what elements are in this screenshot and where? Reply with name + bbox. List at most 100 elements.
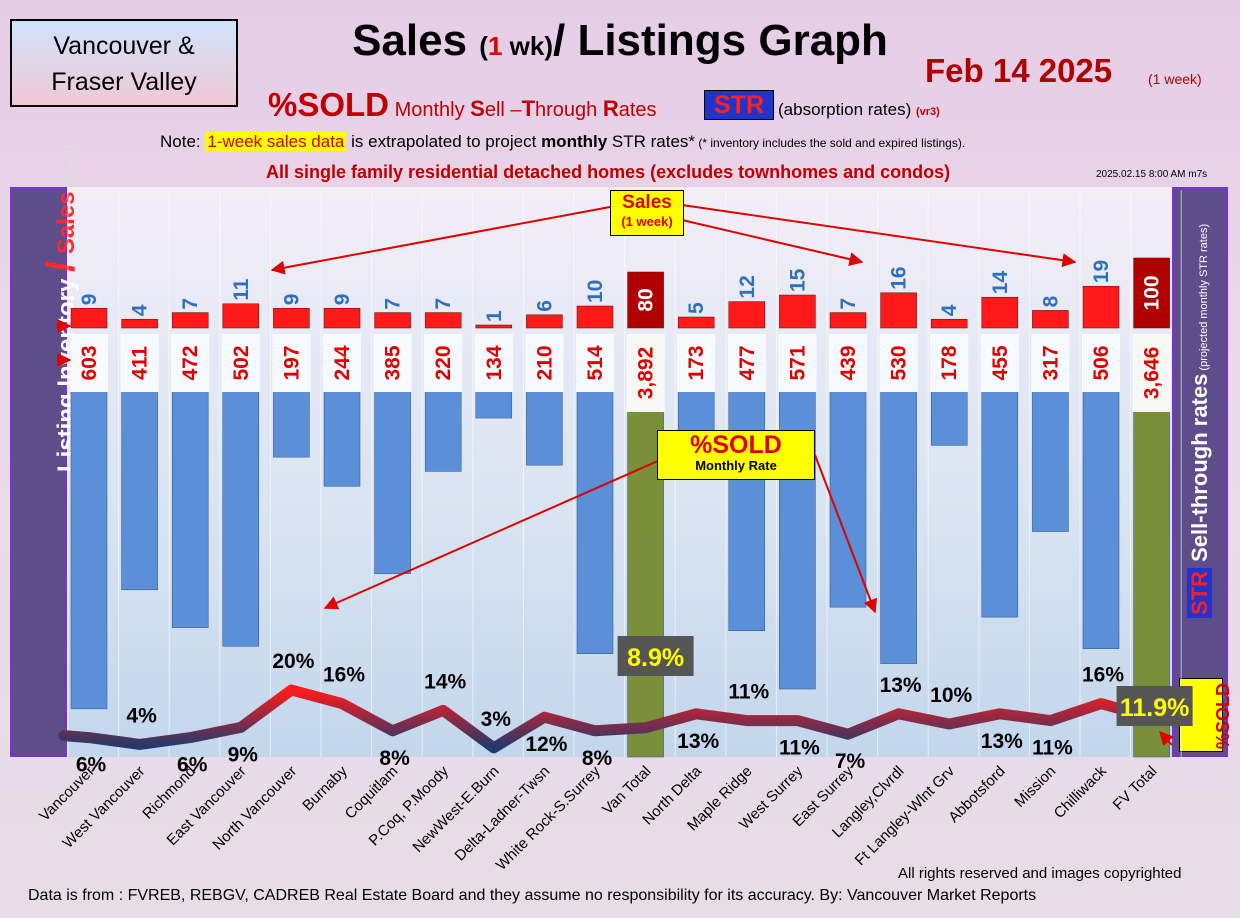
title-paren-open: ( <box>479 31 488 61</box>
inventory-label-bg <box>474 334 513 392</box>
inventory-label: 173 <box>685 345 708 380</box>
version-label: (vr3) <box>915 106 940 118</box>
sales-label: 19 <box>1090 260 1113 283</box>
rate-label: 11% <box>728 681 769 704</box>
sales-bar <box>323 307 361 329</box>
region-box: Vancouver & Fraser Valley <box>10 19 238 107</box>
sales-label: 8 <box>1039 295 1062 307</box>
sales-bar <box>829 312 867 329</box>
note-bold: monthly <box>541 132 608 151</box>
sales-label: 6 <box>533 300 556 312</box>
rate-label: 8% <box>582 747 613 770</box>
rate-label: 11% <box>1032 737 1073 760</box>
sales-bar <box>981 296 1019 329</box>
timestamp: 2025.02.15 8:00 AM m7s <box>1096 169 1208 180</box>
callout-arrow <box>681 204 1077 268</box>
inventory-label: 439 <box>837 345 860 380</box>
sales-label: 15 <box>786 268 809 292</box>
callout-arrow <box>814 454 878 614</box>
inventory-label: 385 <box>382 345 405 380</box>
note-prefix: Note: <box>160 132 206 151</box>
report-date-note: (1 week) <box>1148 71 1202 87</box>
sales-bar <box>121 318 158 329</box>
inventory-label: 472 <box>179 345 202 380</box>
report-date: Feb 14 2025 <box>925 52 1113 89</box>
subtitle-hrough: hrough <box>535 99 603 121</box>
sales-label: 100 <box>1141 275 1164 310</box>
inventory-label: 571 <box>786 345 809 380</box>
inventory-label-bg <box>576 334 614 392</box>
str-badge: STR <box>704 90 774 120</box>
sales-bar <box>930 318 968 329</box>
sales-label: 5 <box>685 302 708 314</box>
subtitle-ates: ates <box>618 99 657 121</box>
inventory-label: 506 <box>1090 345 1113 380</box>
total-rate-box <box>1116 686 1193 726</box>
rate-label: 14% <box>424 670 466 693</box>
inventory-label-bg <box>70 334 108 392</box>
rate-label: 12% <box>525 733 567 756</box>
sold-callout-sub: Monthly Rate <box>695 458 777 473</box>
inventory-label-bg <box>424 334 463 392</box>
inventory-label: 3,892 <box>635 347 658 400</box>
inventory-label-bg <box>373 334 412 392</box>
inventory-label-bg <box>525 334 564 392</box>
inventory-label: 530 <box>888 345 911 380</box>
inventory-label: 134 <box>483 345 506 380</box>
title-unit: wk) <box>502 31 553 61</box>
sales-label: 7 <box>382 298 405 310</box>
inventory-label-bg <box>1132 334 1171 412</box>
sales-bar <box>627 271 664 329</box>
sales-callout-sub: (1 week) <box>621 214 673 229</box>
inventory-label: 603 <box>78 345 101 380</box>
category-label: Chilliwack <box>1051 762 1111 822</box>
note-end: STR rates* <box>607 132 696 151</box>
inventory-label-bg <box>1031 334 1070 392</box>
inventory-label-bg <box>829 334 867 392</box>
sales-label: 7 <box>179 298 202 310</box>
sales-label: 16 <box>888 266 911 289</box>
inventory-label-bg <box>1082 334 1120 392</box>
inventory-label: 317 <box>1039 345 1062 380</box>
inventory-label: 220 <box>432 345 455 380</box>
copyright-note: All rights reserved and images copyright… <box>898 865 1182 882</box>
rate-label: 9% <box>228 743 259 766</box>
title-num: 1 <box>487 31 503 61</box>
category-label: Ft Langley-Wlnt Grv <box>852 762 959 869</box>
source-note: Data is from : FVREB, REBGV, CADREB Real… <box>28 887 1037 904</box>
str-rate-line <box>58 684 1158 754</box>
subtitle-s: S <box>470 96 485 121</box>
rate-label: 8% <box>379 747 410 770</box>
inventory-label: 514 <box>584 345 607 380</box>
sales-label: 12 <box>736 275 759 298</box>
note-highlight: 1-week sales data <box>205 132 347 151</box>
note-mid: is extrapolated to project <box>346 132 542 151</box>
sales-bar <box>374 312 411 329</box>
sales-bar <box>1032 310 1069 329</box>
inventory-label-bg <box>778 334 817 392</box>
inventory-label: 455 <box>989 345 1012 380</box>
inventory-label: 197 <box>280 345 303 380</box>
callout-arrow <box>270 206 611 275</box>
sales-label: 9 <box>78 294 101 306</box>
inventory-label-bg <box>323 334 361 392</box>
rate-label: 7% <box>835 750 866 773</box>
inventory-label-bg <box>677 334 716 392</box>
sales-callout: Sales (1 week) <box>610 190 684 236</box>
total-rate-label: 8.9% <box>627 644 684 672</box>
note-foot: (* inventory includes the sold and expir… <box>695 136 966 150</box>
total-rate-label: 11.9% <box>1120 694 1190 722</box>
sales-bar <box>424 312 462 329</box>
rate-label: 10% <box>930 684 972 707</box>
subtitle-r: R <box>602 96 619 121</box>
sales-label: 11 <box>230 278 253 301</box>
rate-label: 6% <box>177 754 208 777</box>
rate-label: 4% <box>126 704 157 727</box>
rate-label: 13% <box>677 730 719 753</box>
left-axis-panel <box>10 187 67 757</box>
inventory-label-bg <box>930 334 969 392</box>
inventory-bar <box>70 334 108 710</box>
sales-label: 10 <box>584 280 607 303</box>
inventory-label-bg <box>980 334 1019 392</box>
